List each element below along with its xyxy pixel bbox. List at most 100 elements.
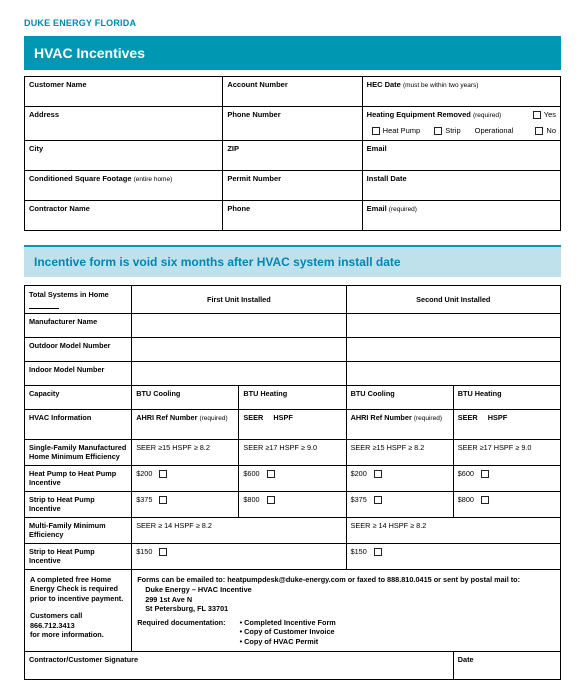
ahri-label-1: AHRI Ref Number — [136, 413, 197, 422]
info-left-1: A completed free Home Energy Check is re… — [30, 575, 126, 603]
cell-r2a2[interactable]: $200 — [346, 465, 453, 491]
page-title: HVAC Incentives — [24, 36, 561, 70]
info-right-1: Forms can be emailed to: heatpumpdesk@du… — [137, 575, 555, 584]
hdr-total-systems[interactable]: Total Systems in Home — [25, 286, 132, 314]
hdr-btu-cool-1: BTU Cooling — [132, 386, 239, 410]
ahri-label-2: AHRI Ref Number — [351, 413, 412, 422]
cell-seer-hspf-1[interactable]: SEER HSPF — [239, 410, 346, 440]
cell-r1b2: SEER ≥17 HSPF ≥ 9.0 — [453, 440, 560, 466]
yes-checkbox[interactable] — [533, 111, 541, 119]
val-800-1: $800 — [243, 495, 259, 504]
hec-date-note: (must be within two years) — [403, 82, 479, 89]
cell-indoor-1[interactable] — [132, 362, 346, 386]
chk-800-1[interactable] — [267, 496, 275, 504]
cell-city[interactable]: City — [25, 141, 223, 171]
cell-install-date[interactable]: Install Date — [362, 171, 560, 201]
hspf-lbl-2: HSPF — [488, 413, 507, 422]
cell-r2b2[interactable]: $600 — [453, 465, 560, 491]
chk-375-2[interactable] — [374, 496, 382, 504]
row-mf-min-eff: Multi-Family Minimum Efficiency — [25, 517, 132, 543]
cell-permit-number[interactable]: Permit Number — [223, 171, 362, 201]
val-375-2: $375 — [351, 495, 367, 504]
hdr-second-unit: Second Unit Installed — [346, 286, 560, 314]
cell-address[interactable]: Address — [25, 107, 223, 141]
addr-3: St Petersburg, FL 33701 — [145, 604, 228, 613]
chk-600-1[interactable] — [267, 470, 275, 478]
cell-email[interactable]: Email — [362, 141, 560, 171]
cell-manuf-2[interactable] — [346, 314, 560, 338]
seer-lbl-2: SEER — [458, 413, 478, 422]
ahri-note-2: (required) — [414, 415, 442, 422]
total-systems-blank[interactable] — [29, 301, 59, 309]
hdr-btu-heat-2: BTU Heating — [453, 386, 560, 410]
val-200-2: $200 — [351, 469, 367, 478]
cell-r4-2: SEER ≥ 14 HSPF ≥ 8.2 — [346, 517, 560, 543]
cell-zip[interactable]: ZIP — [223, 141, 362, 171]
cell-outdoor-2[interactable] — [346, 338, 560, 362]
heat-pump-checkbox[interactable] — [372, 127, 380, 135]
row-outdoor-model: Outdoor Model Number — [25, 338, 132, 362]
doc-3: Copy of HVAC Permit — [244, 637, 318, 646]
email-req-label: Email — [367, 204, 387, 213]
no-label: No — [546, 126, 556, 135]
cell-r3b1[interactable]: $800 — [239, 491, 346, 517]
cell-manuf-1[interactable] — [132, 314, 346, 338]
cell-phone-number[interactable]: Phone Number — [223, 107, 362, 141]
cell-seer-hspf-2[interactable]: SEER HSPF — [453, 410, 560, 440]
heating-removed-note: (required) — [473, 112, 501, 119]
chk-200-1[interactable] — [159, 470, 167, 478]
email-req-note: (required) — [389, 206, 417, 213]
chk-800-2[interactable] — [481, 496, 489, 504]
cell-hec-date[interactable]: HEC Date (must be within two years) — [362, 77, 560, 107]
cell-contractor-name[interactable]: Contractor Name — [25, 201, 223, 231]
hdr-first-unit: First Unit Installed — [132, 286, 346, 314]
heat-pump-label: Heat Pump — [383, 126, 421, 136]
row-manufacturer: Manufacturer Name — [25, 314, 132, 338]
cell-r1a2: SEER ≥15 HSPF ≥ 8.2 — [346, 440, 453, 466]
val-150-1: $150 — [136, 547, 152, 556]
customer-form: Customer Name Account Number HEC Date (m… — [24, 76, 561, 231]
cell-outdoor-1[interactable] — [132, 338, 346, 362]
cell-r5-2[interactable]: $150 — [346, 543, 560, 569]
doc-1: Completed Incentive Form — [244, 618, 336, 627]
chk-150-1[interactable] — [159, 548, 167, 556]
cell-r5-1[interactable]: $150 — [132, 543, 346, 569]
chk-375-1[interactable] — [159, 496, 167, 504]
date-cell[interactable]: Date — [453, 652, 560, 680]
chk-200-2[interactable] — [374, 470, 382, 478]
cell-r3a2[interactable]: $375 — [346, 491, 453, 517]
cond-sqft-note: (entire home) — [134, 176, 173, 183]
cell-ahri-2[interactable]: AHRI Ref Number (required) — [346, 410, 453, 440]
cell-email-req[interactable]: Email (required) — [362, 201, 560, 231]
addr-2: 299 1st Ave N — [145, 595, 192, 604]
cell-indoor-2[interactable] — [346, 362, 560, 386]
cell-customer-name[interactable]: Customer Name — [25, 77, 223, 107]
chk-600-2[interactable] — [481, 470, 489, 478]
doc-2: Copy of Customer Invoice — [244, 627, 334, 636]
yes-label: Yes — [544, 110, 556, 119]
chk-150-2[interactable] — [374, 548, 382, 556]
cell-ahri-1[interactable]: AHRI Ref Number (required) — [132, 410, 239, 440]
strip-checkbox[interactable] — [434, 127, 442, 135]
cell-r3b2[interactable]: $800 — [453, 491, 560, 517]
cell-phone[interactable]: Phone — [223, 201, 362, 231]
info-left-2b: for more information. — [30, 630, 104, 639]
val-150-2: $150 — [351, 547, 367, 556]
cell-r2a1[interactable]: $200 — [132, 465, 239, 491]
no-checkbox[interactable] — [535, 127, 543, 135]
org-name: DUKE ENERGY FLORIDA — [24, 14, 561, 36]
cell-r3a1[interactable]: $375 — [132, 491, 239, 517]
cell-r2b1[interactable]: $600 — [239, 465, 346, 491]
total-systems-label: Total Systems in Home — [29, 290, 109, 299]
seer-lbl-1: SEER — [243, 413, 263, 422]
hec-date-label: HEC Date — [367, 80, 401, 89]
signature-cell[interactable]: Contractor/Customer Signature — [25, 652, 454, 680]
cell-heating-removed[interactable]: Heating Equipment Removed (required) Yes… — [362, 107, 560, 141]
row-hvac-info: HVAC Information — [25, 410, 132, 440]
val-800-2: $800 — [458, 495, 474, 504]
row-capacity: Capacity — [25, 386, 132, 410]
hdr-btu-cool-2: BTU Cooling — [346, 386, 453, 410]
cell-account-number[interactable]: Account Number — [223, 77, 362, 107]
hspf-lbl-1: HSPF — [273, 413, 292, 422]
cell-cond-sqft[interactable]: Conditioned Square Footage (entire home) — [25, 171, 223, 201]
